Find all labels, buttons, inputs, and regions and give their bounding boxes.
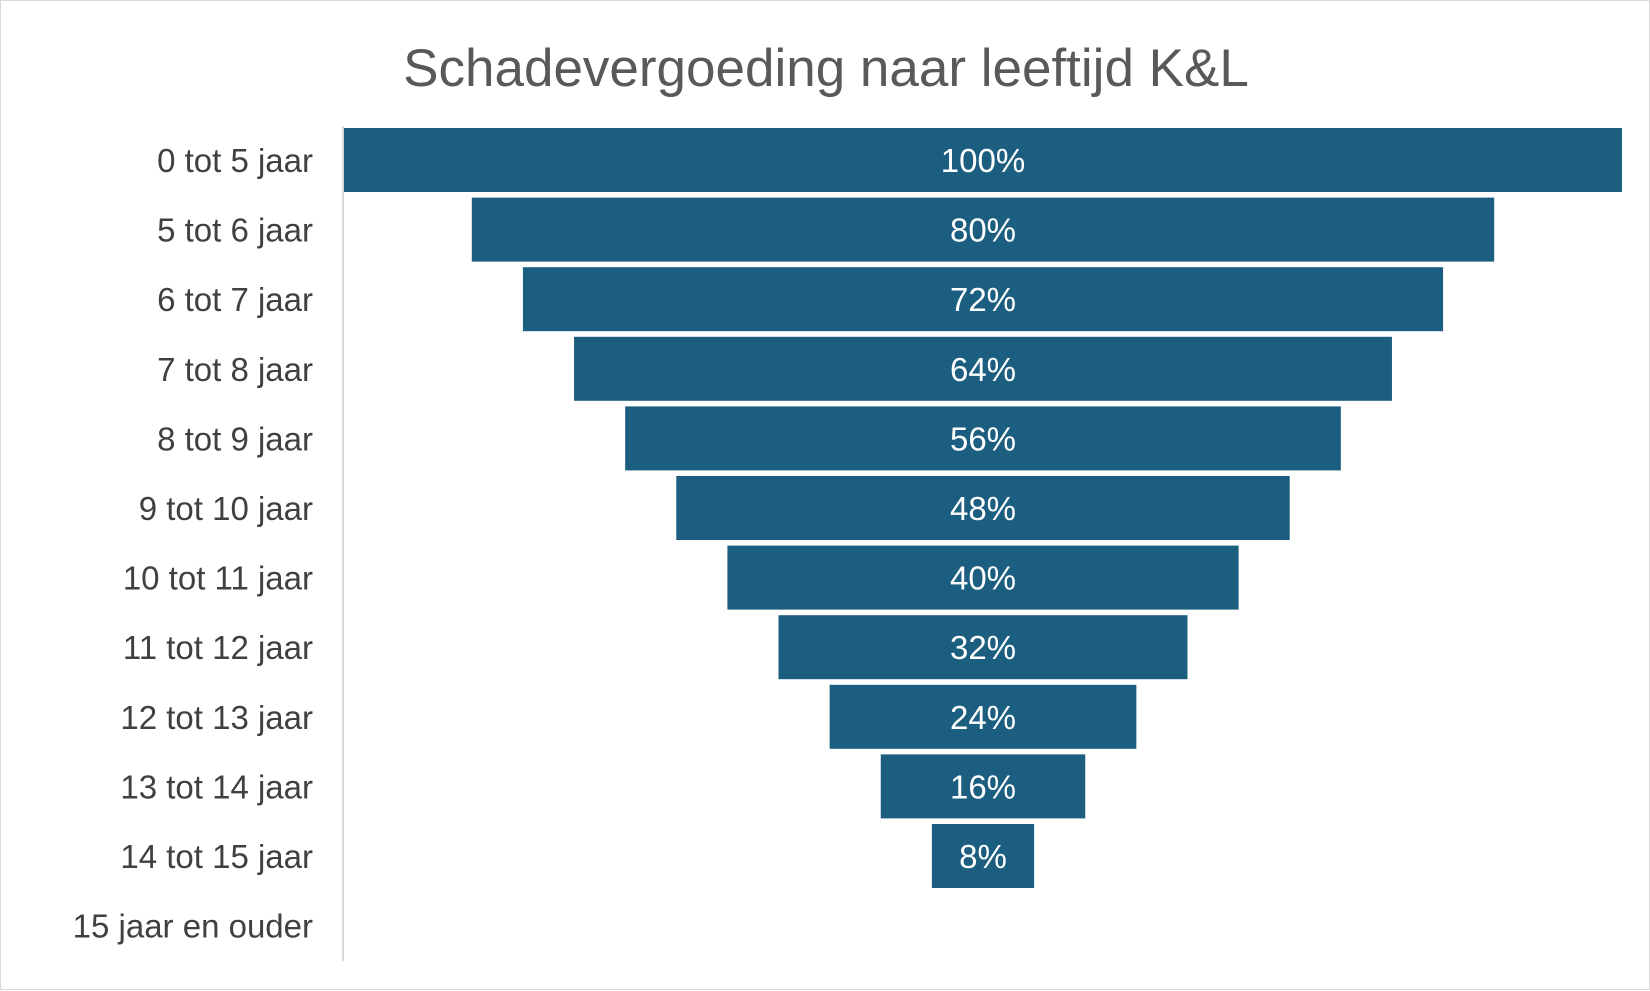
data-label: 40%: [950, 560, 1016, 597]
category-label: 8 tot 9 jaar: [157, 420, 313, 457]
category-label: 15 jaar en ouder: [73, 908, 313, 945]
data-label: 100%: [941, 142, 1025, 179]
funnel-bars: [344, 128, 1622, 888]
data-label: 32%: [950, 629, 1016, 666]
category-labels: 0 tot 5 jaar 5 tot 6 jaar 6 tot 7 jaar 7 to…: [73, 142, 313, 945]
category-label: 6 tot 7 jaar: [157, 281, 313, 318]
category-label: 7 tot 8 jaar: [157, 351, 313, 388]
data-label: 72%: [950, 281, 1016, 318]
funnel-bar: [727, 545, 1239, 610]
category-label: 14 tot 15 jaar: [120, 838, 313, 875]
data-label: 56%: [950, 420, 1016, 457]
funnel-bar: [471, 197, 1495, 262]
category-label: 5 tot 6 jaar: [157, 212, 313, 249]
funnel-bar: [778, 615, 1188, 680]
data-label: 48%: [950, 490, 1016, 527]
funnel-bar: [880, 754, 1086, 819]
chart-title: Schadevergoeding naar leeftijd K&L: [403, 39, 1249, 98]
funnel-bar: [676, 476, 1290, 540]
data-label: 24%: [950, 699, 1016, 736]
data-label: 8%: [959, 838, 1007, 875]
category-label: 12 tot 13 jaar: [120, 699, 313, 736]
category-label: 10 tot 11 jaar: [123, 560, 313, 597]
funnel-bar: [625, 406, 1341, 471]
category-label: 0 tot 5 jaar: [157, 142, 313, 179]
data-label: 64%: [950, 351, 1016, 388]
category-label: 13 tot 14 jaar: [120, 768, 313, 805]
funnel-bar: [344, 128, 1622, 192]
funnel-bar: [931, 824, 1035, 888]
funnel-bar: [574, 336, 1392, 401]
data-label: 80%: [950, 212, 1016, 249]
funnel-bar: [522, 267, 1444, 332]
category-label: 9 tot 10 jaar: [139, 490, 313, 527]
data-labels: 100% 80% 72% 64% 56% 48% 40% 32% 24% 16% 8%: [941, 142, 1025, 875]
category-label: 11 tot 12 jaar: [123, 629, 313, 666]
data-label: 16%: [950, 768, 1016, 805]
funnel-bar: [829, 684, 1137, 749]
